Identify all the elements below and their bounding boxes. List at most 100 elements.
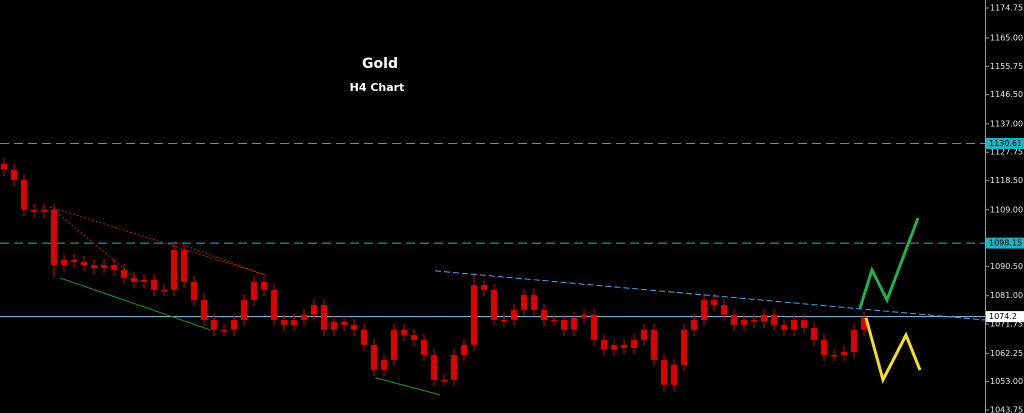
candle-body xyxy=(541,309,547,320)
candle-body xyxy=(301,314,307,320)
candle-body xyxy=(651,329,657,360)
candle-body xyxy=(371,344,377,371)
candle-body xyxy=(151,279,157,290)
trend-line xyxy=(59,277,211,331)
y-tick-label: 1043.75 xyxy=(990,406,1023,413)
candle-body xyxy=(41,209,47,212)
candle-body xyxy=(721,304,727,315)
candle-body xyxy=(261,281,267,290)
candle-body xyxy=(331,321,337,330)
price-level-box xyxy=(986,311,1024,323)
candle-body xyxy=(111,265,117,270)
trend-line xyxy=(49,206,141,283)
candle-body xyxy=(51,209,57,266)
candle-body xyxy=(831,354,837,357)
candle-body xyxy=(761,314,767,322)
candle-body xyxy=(471,285,477,345)
candle-body xyxy=(671,364,677,385)
y-tick-label: 1062.25 xyxy=(990,349,1023,358)
price-level-label: 1074.2 xyxy=(989,312,1017,321)
candle-body xyxy=(1,163,7,170)
candle-body xyxy=(501,319,507,322)
candle-body xyxy=(591,314,597,340)
y-tick-label: 1071.75 xyxy=(990,320,1023,329)
y-tick-label: 1127.75 xyxy=(990,148,1023,157)
price-level-label: 1098.15 xyxy=(989,239,1022,248)
candle-body xyxy=(271,289,277,320)
candle-body xyxy=(201,300,207,320)
candle-body xyxy=(491,289,497,320)
candle-body xyxy=(611,344,617,350)
candle-body xyxy=(861,317,867,330)
candle-body xyxy=(631,339,637,348)
candle-body xyxy=(621,344,627,348)
candle-body xyxy=(811,327,817,340)
candle-body xyxy=(731,314,737,325)
trend-line xyxy=(374,377,441,396)
price-level-box xyxy=(986,137,1024,149)
y-tick-label: 1146.50 xyxy=(990,90,1023,99)
trend-line xyxy=(858,217,920,309)
candle-body xyxy=(61,259,67,266)
candle-body xyxy=(11,169,17,181)
candle-body xyxy=(211,319,217,330)
candle-body xyxy=(751,319,757,322)
candle-body xyxy=(821,339,827,355)
candle-body xyxy=(141,279,147,282)
y-tick-label: 1155.75 xyxy=(990,62,1023,71)
candle-body xyxy=(191,281,197,301)
candle-body xyxy=(441,379,447,382)
candle-body xyxy=(21,180,27,210)
candle-body xyxy=(101,265,107,269)
candle-body xyxy=(461,344,467,355)
candle-body xyxy=(551,319,557,322)
candle-body xyxy=(241,300,247,320)
trend-line xyxy=(49,206,266,276)
y-tick-label: 1137.00 xyxy=(990,119,1023,128)
y-tick-label: 1118.50 xyxy=(990,176,1023,185)
candle-body xyxy=(341,321,347,325)
candle-body xyxy=(291,319,297,325)
candle-body xyxy=(311,304,317,315)
candle-body xyxy=(391,329,397,360)
y-tick-label: 1090.50 xyxy=(990,262,1023,271)
candle-body xyxy=(791,319,797,330)
candle-body xyxy=(351,324,357,330)
candle-body xyxy=(701,300,707,320)
candle-body xyxy=(691,319,697,330)
candle-body xyxy=(451,354,457,380)
candle-body xyxy=(91,265,97,269)
y-tick-label: 1165.00 xyxy=(990,33,1023,42)
candle-body xyxy=(431,354,437,380)
candle-body xyxy=(161,289,167,292)
candle-body xyxy=(171,250,177,290)
candle-body xyxy=(421,339,427,355)
candle-body xyxy=(601,339,607,350)
candle-body xyxy=(81,261,87,266)
candle-body xyxy=(661,359,667,385)
candle-body xyxy=(221,329,227,332)
candle-body xyxy=(251,281,257,301)
candle-body xyxy=(131,277,137,282)
chart-title: Gold xyxy=(362,56,398,72)
y-tick-label: 1174.75 xyxy=(990,3,1023,12)
trend-line xyxy=(864,317,922,384)
candle-body xyxy=(681,329,687,365)
candle-body xyxy=(281,319,287,325)
candle-body xyxy=(381,359,387,371)
candle-body xyxy=(71,259,77,262)
candle-body xyxy=(31,209,37,212)
candle-body xyxy=(401,329,407,336)
y-tick-label: 1081.00 xyxy=(990,291,1023,300)
candle-body xyxy=(511,309,517,320)
candle-body xyxy=(411,335,417,340)
candle-body xyxy=(741,319,747,325)
candle-body xyxy=(801,319,807,328)
y-tick-label: 1053.00 xyxy=(990,377,1023,386)
candle-body xyxy=(641,329,647,340)
candle-body xyxy=(321,304,327,330)
candle-body xyxy=(481,285,487,290)
y-tick-label: 1109.00 xyxy=(990,205,1023,214)
